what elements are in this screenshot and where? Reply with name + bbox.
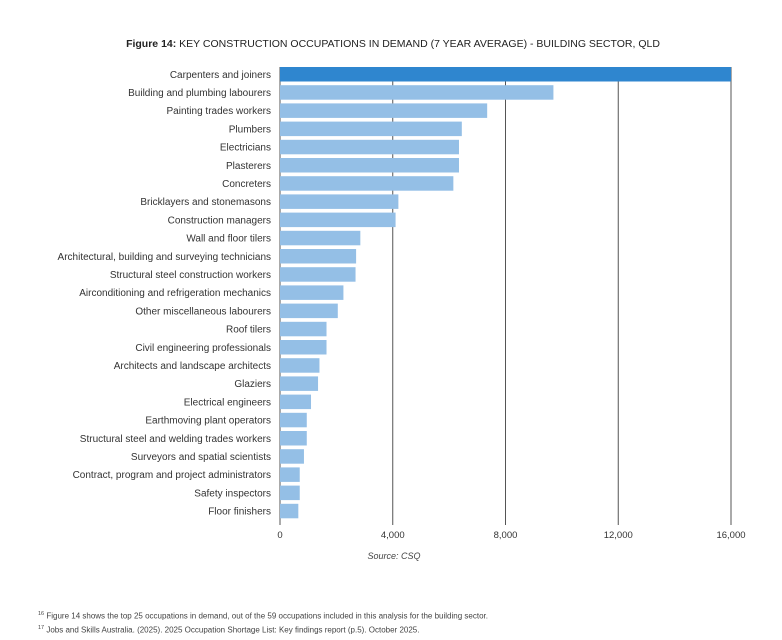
category-label: Structural steel and welding trades work…: [80, 434, 271, 445]
bar: [280, 340, 327, 355]
bar: [280, 176, 454, 191]
bar: [280, 103, 488, 118]
category-label: Roof tilers: [226, 325, 271, 336]
category-label: Architectural, building and surveying te…: [58, 252, 271, 263]
bars: [280, 67, 731, 519]
category-labels: Carpenters and joiners Building and plumb…: [58, 70, 271, 518]
category-label: Civil engineering professionals: [135, 343, 271, 354]
category-label: Safety inspectors: [194, 488, 271, 499]
category-label: Architects and landscape architects: [114, 361, 271, 372]
x-tick-label: 8,000: [494, 530, 518, 541]
bar: [280, 267, 356, 282]
bar: [280, 139, 459, 155]
category-label: Wall and floor tilers: [186, 234, 271, 245]
category-label: Concreters: [222, 179, 271, 190]
bar: [280, 431, 307, 446]
x-tick-label: 16,000: [716, 530, 745, 541]
bar: [280, 449, 304, 464]
bar: [280, 503, 299, 519]
footnote-17: 17 Jobs and Skills Australia. (2025). 20…: [38, 625, 419, 635]
footnote-marker: 16: [38, 611, 45, 617]
footnote-marker: 17: [38, 625, 45, 631]
figure-number: Figure 14:: [126, 38, 177, 50]
footnote-16: 16 Figure 14 shows the top 25 occupation…: [38, 611, 488, 621]
x-tick-label: 0: [277, 530, 282, 541]
bar: [280, 467, 300, 482]
category-label: Earthmoving plant operators: [145, 416, 271, 427]
bar: [280, 285, 344, 300]
bar: [280, 303, 338, 319]
x-tick-label: 12,000: [604, 530, 633, 541]
footnote-text: Figure 14 shows the top 25 occupations i…: [46, 611, 488, 621]
category-label: Plasterers: [226, 161, 271, 172]
bar: [280, 194, 399, 209]
category-label: Electricians: [220, 143, 271, 154]
category-label: Painting trades workers: [167, 106, 272, 117]
bar: [280, 121, 462, 137]
bar: [280, 376, 319, 391]
figure-title-text: KEY CONSTRUCTION OCCUPATIONS IN DEMAND (…: [179, 38, 660, 50]
bar: [280, 485, 300, 501]
bar: [280, 412, 307, 428]
category-label: Structural steel construction workers: [110, 270, 271, 281]
category-label: Other miscellaneous labourers: [135, 306, 271, 317]
figure-title: Figure 14: KEY CONSTRUCTION OCCUPATIONS …: [0, 38, 782, 50]
category-label: Construction managers: [168, 215, 271, 226]
bar: [280, 249, 357, 264]
footnote-text: Jobs and Skills Australia. (2025). 2025 …: [46, 625, 420, 635]
bar: [280, 158, 459, 173]
bar: [280, 67, 731, 82]
bar: [280, 358, 320, 373]
category-label: Floor finishers: [208, 507, 271, 518]
bar: [280, 85, 554, 100]
category-label: Airconditioning and refrigeration mechan…: [79, 288, 271, 299]
category-label: Glaziers: [234, 379, 271, 390]
category-label: Contract, program and project administra…: [73, 470, 271, 481]
bar: [280, 230, 361, 246]
category-label: Building and plumbing labourers: [128, 88, 271, 99]
bar: [280, 321, 327, 337]
x-tick-label: 4,000: [381, 530, 405, 541]
category-label: Bricklayers and stonemasons: [140, 197, 271, 208]
category-label: Plumbers: [229, 124, 271, 135]
category-label: Electrical engineers: [184, 397, 271, 408]
x-axis-ticks: 0 4,000 8,000 12,000 16,000: [277, 530, 745, 541]
bar: [280, 212, 396, 228]
bar: [280, 394, 312, 410]
category-label: Carpenters and joiners: [170, 70, 271, 81]
category-label: Surveyors and spatial scientists: [131, 452, 271, 463]
chart-source: Source: CSQ: [367, 551, 421, 561]
